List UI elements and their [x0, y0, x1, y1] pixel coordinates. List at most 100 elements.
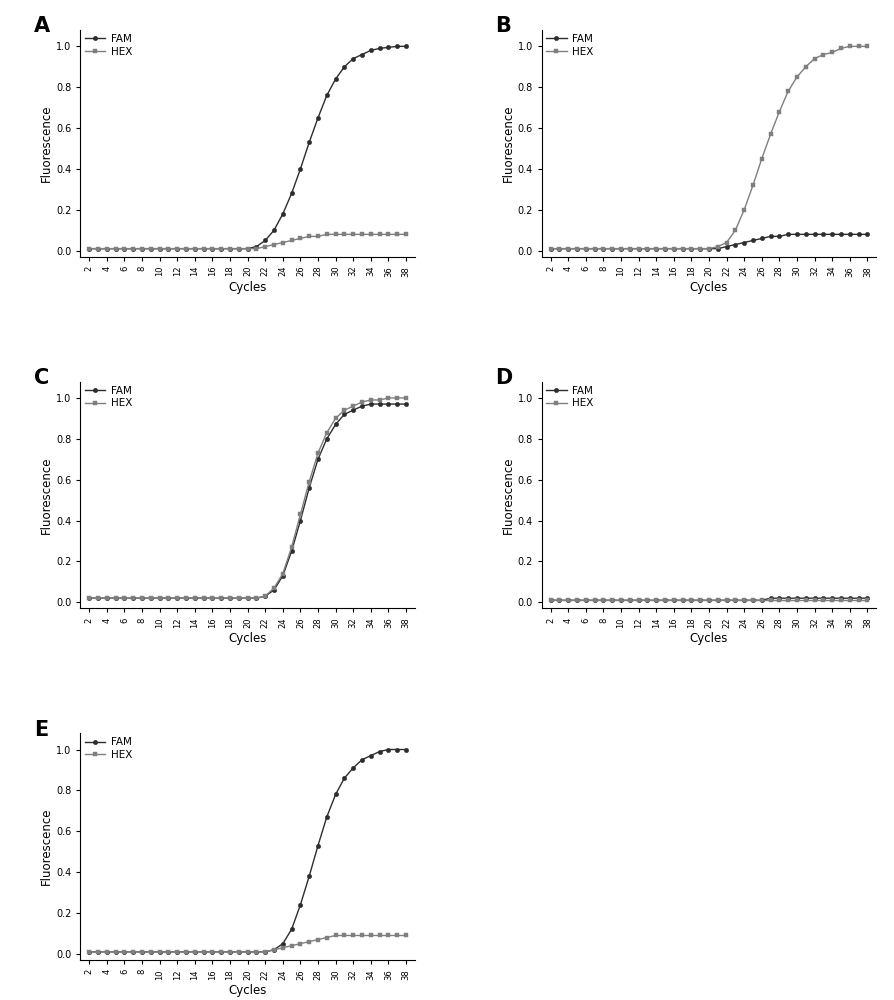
FAM — [102, 592, 113, 604]
FAM — [268, 584, 279, 596]
HEX — [163, 243, 173, 255]
HEX — [260, 241, 271, 253]
HEX — [339, 929, 350, 941]
HEX — [375, 394, 385, 406]
Y-axis label: Fluorescence: Fluorescence — [40, 456, 54, 534]
HEX — [809, 53, 820, 65]
FAM — [616, 594, 627, 606]
HEX — [102, 592, 113, 604]
FAM — [545, 243, 556, 255]
HEX — [747, 179, 758, 191]
HEX — [137, 243, 148, 255]
HEX — [721, 237, 732, 249]
HEX — [818, 49, 829, 61]
FAM — [84, 946, 95, 958]
FAM — [93, 592, 104, 604]
HEX — [242, 946, 253, 958]
HEX — [330, 929, 341, 941]
HEX — [277, 237, 288, 249]
FAM — [827, 592, 838, 604]
FAM — [190, 243, 200, 255]
Legend: FAM, HEX: FAM, HEX — [83, 33, 133, 58]
FAM — [119, 946, 130, 958]
HEX — [366, 228, 376, 240]
FAM — [357, 754, 367, 766]
HEX — [286, 940, 297, 952]
FAM — [818, 228, 829, 240]
HEX — [571, 594, 582, 606]
HEX — [783, 85, 794, 97]
FAM — [704, 243, 714, 255]
FAM — [791, 228, 802, 240]
HEX — [268, 582, 279, 594]
FAM — [93, 946, 104, 958]
FAM — [330, 73, 341, 85]
HEX — [322, 427, 333, 439]
HEX — [119, 592, 130, 604]
HEX — [110, 243, 121, 255]
HEX — [401, 929, 411, 941]
HEX — [765, 128, 776, 140]
HEX — [313, 934, 324, 946]
FAM — [348, 404, 358, 416]
FAM — [128, 946, 139, 958]
FAM — [339, 772, 350, 784]
FAM — [172, 243, 182, 255]
FAM — [580, 243, 591, 255]
FAM — [633, 243, 644, 255]
HEX — [304, 230, 315, 242]
HEX — [660, 243, 670, 255]
FAM — [233, 946, 244, 958]
FAM — [554, 594, 565, 606]
FAM — [84, 243, 95, 255]
HEX — [198, 243, 209, 255]
HEX — [800, 594, 811, 606]
FAM — [862, 228, 873, 240]
HEX — [84, 243, 95, 255]
HEX — [392, 228, 402, 240]
FAM — [348, 762, 358, 774]
HEX — [155, 243, 165, 255]
HEX — [695, 243, 705, 255]
HEX — [215, 946, 226, 958]
HEX — [366, 929, 376, 941]
HEX — [322, 932, 333, 944]
FAM — [791, 592, 802, 604]
HEX — [580, 594, 591, 606]
HEX — [224, 592, 235, 604]
FAM — [137, 592, 148, 604]
FAM — [128, 592, 139, 604]
FAM — [827, 228, 838, 240]
HEX — [686, 594, 696, 606]
Text: C: C — [34, 368, 49, 388]
HEX — [172, 592, 182, 604]
HEX — [146, 243, 156, 255]
FAM — [242, 243, 253, 255]
FAM — [233, 592, 244, 604]
FAM — [642, 243, 653, 255]
FAM — [589, 594, 600, 606]
HEX — [862, 594, 873, 606]
FAM — [110, 243, 121, 255]
HEX — [853, 40, 864, 52]
FAM — [713, 594, 723, 606]
HEX — [633, 594, 644, 606]
HEX — [357, 228, 367, 240]
HEX — [554, 594, 565, 606]
HEX — [330, 228, 341, 240]
FAM — [304, 482, 315, 494]
X-axis label: Cycles: Cycles — [229, 632, 266, 645]
FAM — [554, 243, 565, 255]
HEX — [598, 243, 609, 255]
Legend: FAM, HEX: FAM, HEX — [545, 385, 595, 409]
FAM — [348, 53, 358, 65]
HEX — [313, 447, 324, 459]
HEX — [242, 592, 253, 604]
HEX — [669, 243, 679, 255]
FAM — [181, 592, 191, 604]
HEX — [401, 228, 411, 240]
HEX — [624, 594, 635, 606]
HEX — [713, 241, 723, 253]
HEX — [765, 594, 776, 606]
HEX — [375, 228, 385, 240]
